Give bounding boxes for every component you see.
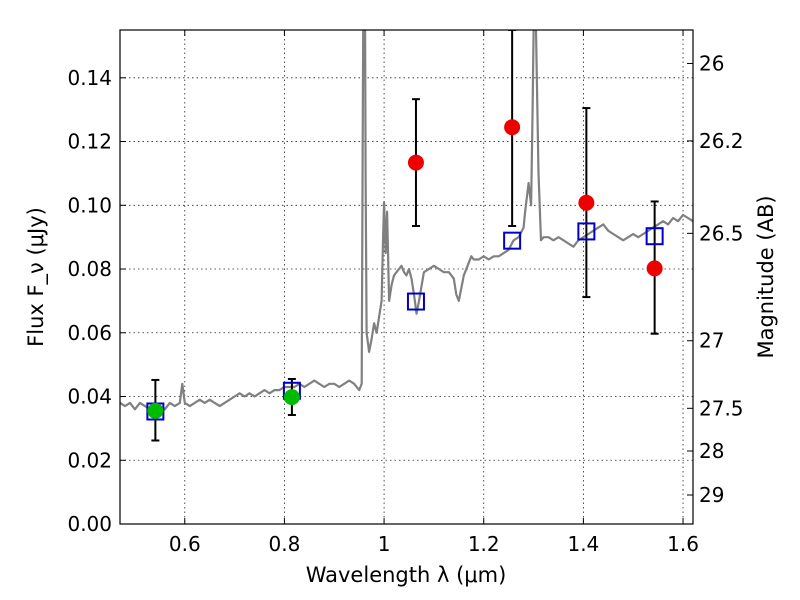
data-point-marker: [646, 260, 663, 277]
data-point-marker: [504, 119, 521, 136]
y-tick-label: 0.14: [67, 66, 112, 90]
marker-layer: [146, 119, 664, 421]
y-axis-label: Flux F_ν (μJy): [24, 207, 49, 347]
x-tick-label: 1.2: [468, 532, 500, 556]
x-tick-label: 1: [378, 532, 391, 556]
x-tick-label: 1.6: [667, 532, 699, 556]
y2-axis-label: Magnitude (AB): [754, 195, 778, 358]
model-square-marker: [645, 227, 664, 246]
spectrum-line: [120, 30, 693, 414]
data-point-marker: [578, 194, 595, 211]
x-tick-label: 0.6: [169, 532, 201, 556]
spectrum-layer: [120, 30, 693, 414]
plot-frame: [119, 29, 694, 525]
data-point-marker: [407, 154, 424, 171]
y-tick-label: 0.02: [67, 448, 112, 472]
y2-tick-label: 26: [699, 51, 724, 75]
x-axis-label: Wavelength λ (μm): [306, 563, 507, 587]
model-square-marker: [406, 292, 425, 311]
axis-ticks: 0.6 0.8 1 1.2 1.4 1.6 0.00 0.02 0.04 0.06 0.08 0.10…: [67, 30, 744, 556]
y-tick-label: 0.10: [67, 193, 112, 217]
model-square-marker: [503, 231, 522, 250]
y2-tick-label: 29: [699, 483, 724, 507]
y2-tick-label: 26.5: [699, 221, 744, 245]
y2-tick-label: 27: [699, 329, 724, 353]
y-tick-label: 0.04: [67, 385, 112, 409]
y2-tick-label: 26.2: [699, 129, 744, 153]
x-tick-label: 0.8: [269, 532, 301, 556]
data-point-marker: [283, 389, 300, 406]
y-tick-label: 0.06: [67, 321, 112, 345]
y-tick-label: 0.08: [67, 257, 112, 281]
model-square-marker: [577, 222, 596, 241]
y-tick-label: 0.00: [67, 512, 112, 536]
y-tick-label: 0.12: [67, 130, 112, 154]
y2-tick-label: 27.5: [699, 396, 744, 420]
data-point-marker: [147, 402, 164, 419]
x-tick-label: 1.4: [567, 532, 599, 556]
y2-tick-label: 28: [699, 439, 724, 463]
